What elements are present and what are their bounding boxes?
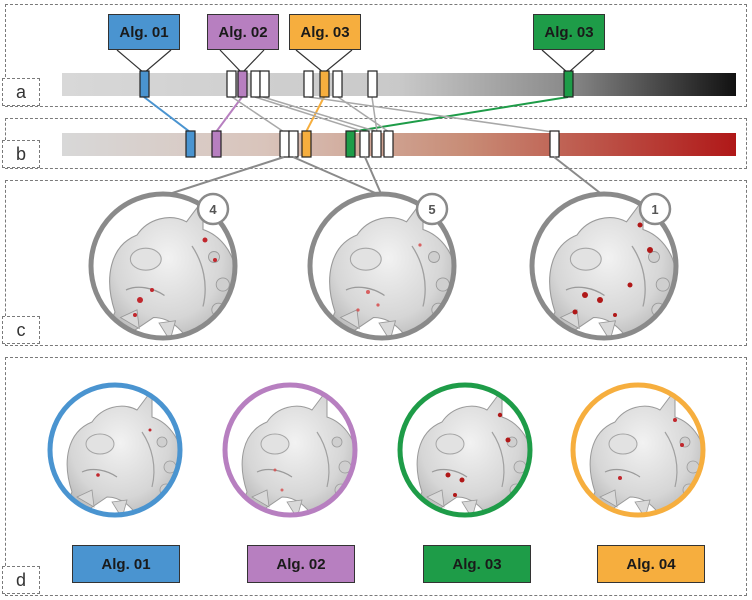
panel-d [5,357,747,596]
marker-a-alg03 [319,70,330,98]
bottom-label-alg03: Alg. 03 [423,545,531,583]
top-label-alg03-green: Alg. 03 [533,14,605,50]
panel-label-c: c [2,316,40,344]
bottom-label-alg02: Alg. 02 [247,545,355,583]
marker-a-white [367,70,378,98]
top-label-alg02: Alg. 02 [207,14,279,50]
marker-b-white [288,130,299,158]
result-circle-alg02 [222,382,358,518]
marker-b-white [279,130,290,158]
marker-a-white [250,70,261,98]
marker-a-white [303,70,314,98]
result-circle-alg04 [570,382,706,518]
marker-a-alg01 [139,70,150,98]
color-bar-b [62,133,736,156]
bottom-label-alg04: Alg. 04 [597,545,705,583]
rank-badge-2: 5 [415,192,449,226]
rank-badge-3-text: 1 [651,202,658,217]
result-circle-alg01 [47,382,183,518]
marker-b-white [549,130,560,158]
marker-b-alg01 [185,130,196,158]
rank-badge-1: 4 [196,192,230,226]
rank-badge-2-text: 5 [428,202,435,217]
rank-badge-1-text: 4 [209,202,217,217]
panel-label-b: b [2,140,40,168]
result-circle-alg03 [397,382,533,518]
rank-badge-3: 1 [638,192,672,226]
magnifier-1 [88,191,238,341]
color-bar-a [62,73,736,96]
marker-a-alg02 [237,70,248,98]
marker-a-alg03-green [563,70,574,98]
marker-a-white [332,70,343,98]
marker-b-alg03-green [345,130,356,158]
marker-b-alg03 [301,130,312,158]
marker-b-white [371,130,382,158]
marker-b-white [359,130,370,158]
top-label-alg03-orange: Alg. 03 [289,14,361,50]
top-label-alg01: Alg. 01 [108,14,180,50]
panel-label-a: a [2,78,40,106]
bottom-label-alg01: Alg. 01 [72,545,180,583]
marker-a-white [259,70,270,98]
marker-b-white [383,130,394,158]
marker-a-white [226,70,237,98]
marker-b-alg02 [211,130,222,158]
panel-label-d: d [2,566,40,594]
